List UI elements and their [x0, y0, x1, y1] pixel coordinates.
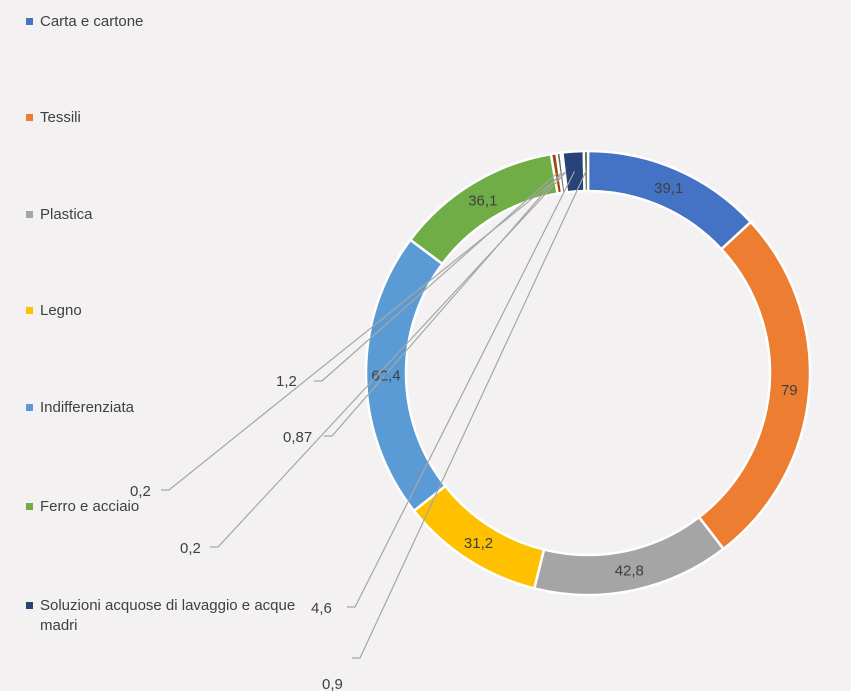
data-label: 36,1 — [468, 193, 497, 210]
data-label: 79 — [781, 382, 798, 399]
leader-line — [314, 172, 558, 382]
data-label: 31,2 — [464, 535, 493, 552]
legend-item: Ferro e acciaio — [26, 497, 139, 517]
legend-swatch — [26, 211, 33, 218]
leader-line — [161, 171, 566, 491]
leader-line — [210, 171, 567, 548]
legend-swatch — [26, 307, 33, 314]
legend-swatch — [26, 404, 33, 411]
donut-slice — [560, 149, 586, 194]
legend-swatch — [26, 18, 33, 25]
data-label: 42,8 — [615, 563, 644, 580]
legend-label: Legno — [40, 302, 82, 319]
leader-line — [347, 171, 575, 608]
legend-item: Carta e cartone — [26, 12, 143, 32]
legend-label: Tessili — [40, 109, 81, 126]
data-label: 1,2 — [276, 373, 297, 390]
legend-label: Ferro e acciaio — [40, 498, 140, 515]
leader-line — [324, 172, 562, 437]
data-label: 0,87 — [283, 429, 312, 446]
legend-swatch — [26, 503, 33, 510]
data-label: 0,9 — [322, 676, 343, 691]
legend-label: Plastica — [40, 206, 93, 223]
legend-swatch — [26, 114, 33, 121]
leader-line — [352, 170, 587, 659]
legend-item: Plastica — [26, 205, 93, 225]
data-label: 62,4 — [371, 368, 400, 385]
donut-slice — [532, 515, 726, 597]
legend-swatch — [26, 602, 33, 609]
legend-label: Indifferenziata — [40, 399, 134, 416]
donut-slice — [586, 149, 753, 251]
legend-item: Indifferenziata — [26, 398, 134, 418]
data-label: 0,2 — [130, 483, 151, 500]
data-label: 39,1 — [654, 180, 683, 197]
legend-item: Soluzioni acquose di lavaggio e acque ma… — [26, 596, 316, 636]
legend-item: Tessili — [26, 108, 81, 128]
legend-label: Carta e cartone — [40, 13, 144, 30]
legend-label: Soluzioni acquose di lavaggio e acque ma… — [40, 597, 296, 634]
data-label: 4,6 — [311, 600, 332, 617]
legend-item: Legno — [26, 301, 82, 321]
data-label: 0,2 — [180, 540, 201, 557]
